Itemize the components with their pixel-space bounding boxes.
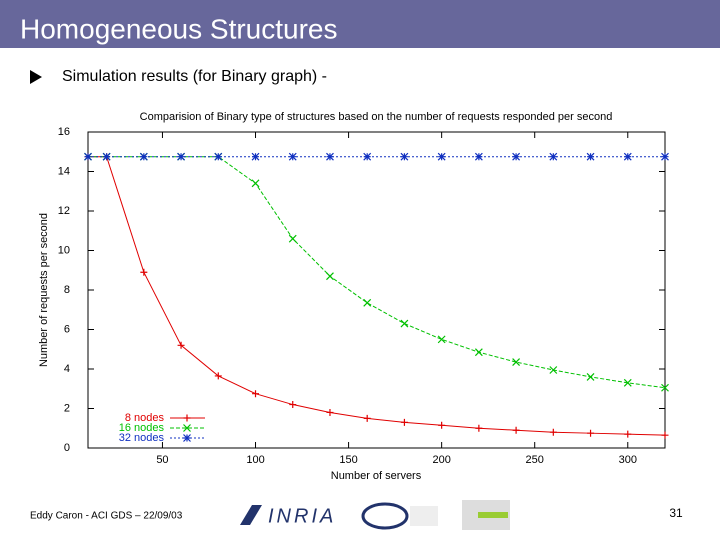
series-line <box>88 156 666 436</box>
point-marker <box>177 152 185 161</box>
point-marker <box>512 152 521 161</box>
bullet-arrow <box>30 70 42 84</box>
point-marker <box>400 418 408 426</box>
title-bar <box>0 0 720 48</box>
point-marker <box>326 408 334 416</box>
y-tick-label: 4 <box>64 363 70 375</box>
point-marker <box>326 272 334 281</box>
point-marker <box>84 152 92 161</box>
point-marker <box>363 298 372 307</box>
y-tick-label: 8 <box>64 284 70 296</box>
point-marker <box>474 152 483 161</box>
legend-marker <box>183 414 191 422</box>
y-tick-label: 12 <box>58 205 70 217</box>
point-marker <box>661 152 669 161</box>
point-marker <box>140 268 148 276</box>
point-marker <box>512 358 521 367</box>
point-marker <box>177 341 185 349</box>
point-marker <box>102 152 111 161</box>
point-marker <box>139 152 148 161</box>
legend-label: 16 nodes <box>119 422 165 434</box>
point-marker <box>400 152 409 161</box>
slide-title: Homogeneous Structures <box>20 13 338 44</box>
x-tick-label: 250 <box>526 454 544 466</box>
logo-text: INRIA <box>268 505 336 527</box>
plot-frame <box>87 131 666 449</box>
legend-label: 32 nodes <box>119 432 165 444</box>
point-marker <box>586 152 595 161</box>
point-marker <box>288 152 297 161</box>
point-marker <box>437 152 446 161</box>
page-number: 31 <box>669 506 683 520</box>
point-marker <box>289 401 297 409</box>
point-marker <box>363 414 371 422</box>
series-line <box>88 156 666 389</box>
x-tick-label: 300 <box>619 454 637 466</box>
point-marker <box>474 348 483 357</box>
x-tick-label: 200 <box>432 454 450 466</box>
point-marker <box>437 335 446 344</box>
x-tick-label: 50 <box>156 454 168 466</box>
legend-marker <box>183 424 191 432</box>
point-marker <box>549 428 557 436</box>
y-tick-label: 2 <box>64 402 70 414</box>
point-marker <box>214 152 223 161</box>
cnrs-logo <box>361 502 438 530</box>
point-marker <box>512 426 520 434</box>
footer: Eddy Caron - ACI GDS – 22/09/03 <box>30 511 183 522</box>
point-marker <box>326 152 334 161</box>
y-tick-label: 10 <box>58 244 70 256</box>
point-marker <box>586 372 595 381</box>
point-marker <box>549 366 558 374</box>
point-marker <box>252 390 260 398</box>
y-tick-label: 0 <box>64 442 70 454</box>
point-marker <box>587 429 595 437</box>
point-marker <box>624 430 632 438</box>
point-marker <box>251 179 260 188</box>
point-marker <box>623 152 632 161</box>
point-marker <box>661 383 669 392</box>
x-axis-label: Number of servers <box>331 470 422 482</box>
point-marker <box>288 234 297 243</box>
point-marker <box>251 152 260 161</box>
y-tick-label: 6 <box>64 323 70 335</box>
point-marker <box>438 421 446 429</box>
y-tick-label: 14 <box>58 165 70 177</box>
legend-label: 8 nodes <box>125 412 165 424</box>
y-axis-label: Number of requests per second <box>38 213 50 367</box>
legend-marker <box>183 434 191 442</box>
bullet-text: Simulation results (for Binary graph) - <box>62 68 327 85</box>
point-marker <box>661 431 669 439</box>
lab-logo <box>462 500 510 530</box>
point-marker <box>400 319 409 328</box>
x-tick-label: 150 <box>339 454 357 466</box>
inria-logo: INRIA <box>240 505 336 527</box>
point-marker <box>475 424 483 432</box>
point-marker <box>623 378 632 387</box>
y-tick-label: 16 <box>58 126 70 138</box>
point-marker <box>363 152 372 161</box>
chart-title: Comparision of Binary type of structures… <box>140 111 613 123</box>
point-marker <box>549 152 558 161</box>
point-marker <box>214 372 222 380</box>
x-tick-label: 100 <box>246 454 264 466</box>
